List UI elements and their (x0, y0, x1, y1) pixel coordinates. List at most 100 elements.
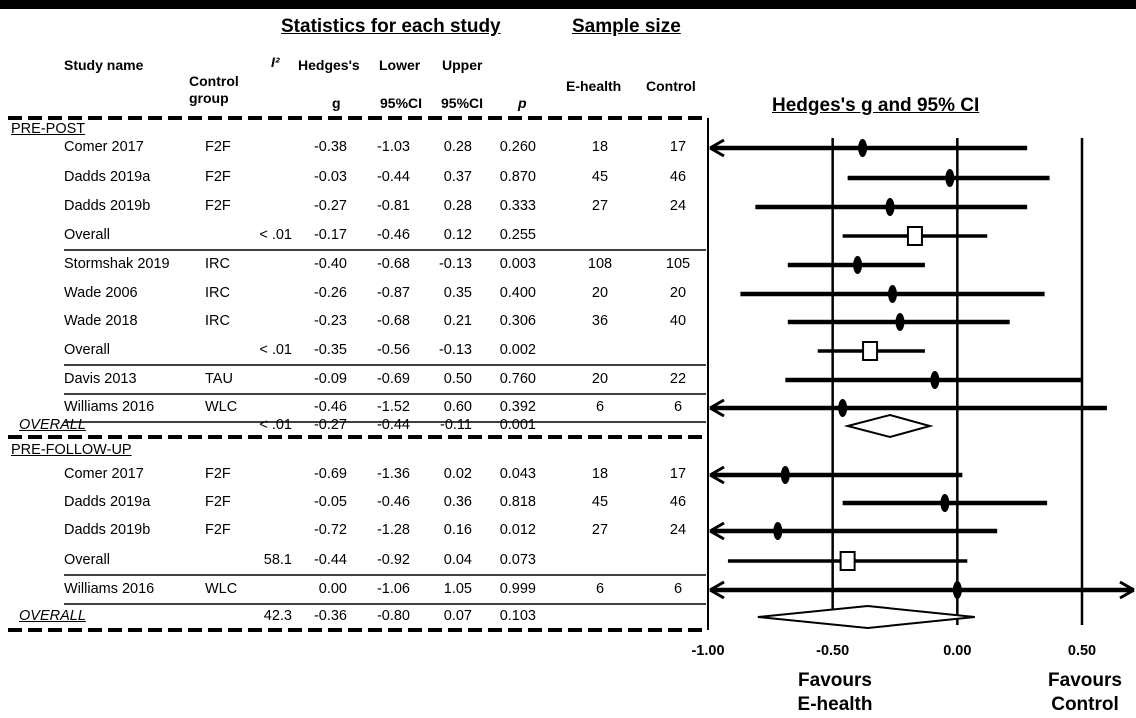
section-label: PRE-POST (11, 121, 86, 137)
cell-p: 0.870 (499, 169, 536, 185)
cell-upper: 0.28 (443, 139, 472, 155)
point-estimate (773, 522, 783, 540)
cell-g: -0.03 (313, 169, 347, 185)
favours-ehealth-line2: E-health (797, 694, 873, 715)
lower-header-2: 95%CI (380, 95, 423, 111)
cell-upper: 0.21 (443, 313, 472, 329)
cell-name: Overall (64, 552, 110, 568)
cell-ehealth: 27 (591, 522, 609, 538)
cell-name: Williams 2016 (64, 581, 155, 597)
hedges-header-2: g (332, 95, 341, 111)
cell-control: IRC (205, 313, 230, 329)
cell-g: -0.36 (313, 608, 347, 624)
cell-lower: -0.87 (376, 285, 410, 301)
subtotal-marker (906, 226, 923, 246)
cell-p: 0.260 (499, 139, 536, 155)
favours-ehealth-label: Favours E-health (776, 669, 894, 717)
cell-lower: -0.68 (376, 256, 410, 272)
cell-ehealth: 18 (591, 139, 609, 155)
cell-i2: 42.3 (263, 608, 292, 624)
cell-lower: -1.06 (376, 581, 410, 597)
point-estimate (930, 371, 940, 389)
cell-lower: -0.46 (376, 227, 410, 243)
cell-g: -0.38 (313, 139, 347, 155)
subtotal-marker (862, 341, 879, 361)
arrow-left-icon (709, 138, 725, 158)
cell-g: -0.72 (313, 522, 347, 538)
point-estimate (885, 198, 895, 216)
favours-control-line1: Favours (1048, 670, 1122, 691)
favours-control-label: Favours Control (1035, 669, 1135, 717)
control-group-header-2: group (189, 90, 229, 106)
cell-ctrl-n: 24 (669, 198, 687, 214)
p-header: p (518, 95, 527, 111)
cell-g: -0.69 (313, 466, 347, 482)
cell-g: 0.00 (318, 581, 347, 597)
cell-name: Comer 2017 (64, 139, 144, 155)
point-estimate (780, 466, 790, 484)
x-tick-label: 0.00 (943, 643, 972, 659)
cell-g: -0.46 (313, 399, 347, 415)
cell-lower: -0.92 (376, 552, 410, 568)
subtotal-marker (839, 551, 856, 571)
arrow-right-icon (1119, 580, 1135, 600)
cell-ctrl-n: 6 (673, 399, 683, 415)
cell-control: F2F (205, 466, 231, 482)
cell-ehealth: 36 (591, 313, 609, 329)
point-estimate (858, 139, 868, 157)
cell-lower: -1.03 (376, 139, 410, 155)
cell-g: -0.17 (313, 227, 347, 243)
cell-control: F2F (205, 139, 231, 155)
cell-p: 0.400 (499, 285, 536, 301)
cell-upper: 0.60 (443, 399, 472, 415)
lower-header-1: Lower (379, 57, 421, 73)
cell-ehealth: 108 (587, 256, 613, 272)
cell-name: OVERALL (19, 417, 86, 433)
cell-ctrl-n: 105 (665, 256, 691, 272)
cell-lower: -1.52 (376, 399, 410, 415)
cell-control: WLC (205, 581, 238, 597)
arrow-left-icon (709, 580, 725, 600)
point-estimate (952, 581, 962, 599)
point-estimate (838, 399, 848, 417)
cell-p: 0.999 (499, 581, 536, 597)
plot-title: Hedges's g and 95% CI (772, 95, 980, 116)
cell-ctrl-n: 17 (669, 139, 687, 155)
ehealth-header: E-health (566, 78, 622, 94)
cell-ehealth: 6 (595, 581, 605, 597)
point-estimate (853, 256, 863, 274)
cell-ctrl-n: 46 (669, 169, 687, 185)
cell-lower: -0.69 (376, 371, 410, 387)
cell-name: Wade 2006 (64, 285, 138, 301)
cell-name: Comer 2017 (64, 466, 144, 482)
cell-upper: -0.11 (440, 417, 472, 433)
cell-upper: 0.50 (443, 371, 472, 387)
cell-name: Overall (64, 342, 110, 358)
cell-ctrl-n: 40 (669, 313, 687, 329)
upper-header-2: 95%CI (441, 95, 484, 111)
cell-upper: 0.35 (443, 285, 472, 301)
cell-lower: -0.56 (376, 342, 410, 358)
cell-lower: -1.28 (376, 522, 410, 538)
cell-g: -0.27 (313, 198, 347, 214)
study-name-header: Study name (64, 57, 144, 73)
cell-g: -0.26 (313, 285, 347, 301)
favours-control-line2: Control (1051, 694, 1119, 715)
cell-p: 0.818 (499, 494, 536, 510)
cell-upper: 0.16 (443, 522, 472, 538)
cell-name: Dadds 2019a (64, 494, 151, 510)
i2-header: I² (271, 54, 280, 70)
cell-ehealth: 20 (591, 371, 609, 387)
cell-name: OVERALL (19, 608, 86, 624)
cell-upper: 0.36 (443, 494, 472, 510)
cell-name: Dadds 2019b (64, 522, 151, 538)
cell-control: IRC (205, 256, 230, 272)
cell-p: 0.392 (499, 399, 536, 415)
arrow-left-icon (709, 521, 725, 541)
control-n-header: Control (646, 78, 696, 94)
cell-control: F2F (205, 169, 231, 185)
upper-header-1: Upper (442, 57, 483, 73)
cell-g: -0.23 (313, 313, 347, 329)
cell-upper: 0.02 (443, 466, 472, 482)
cell-ctrl-n: 20 (669, 285, 687, 301)
